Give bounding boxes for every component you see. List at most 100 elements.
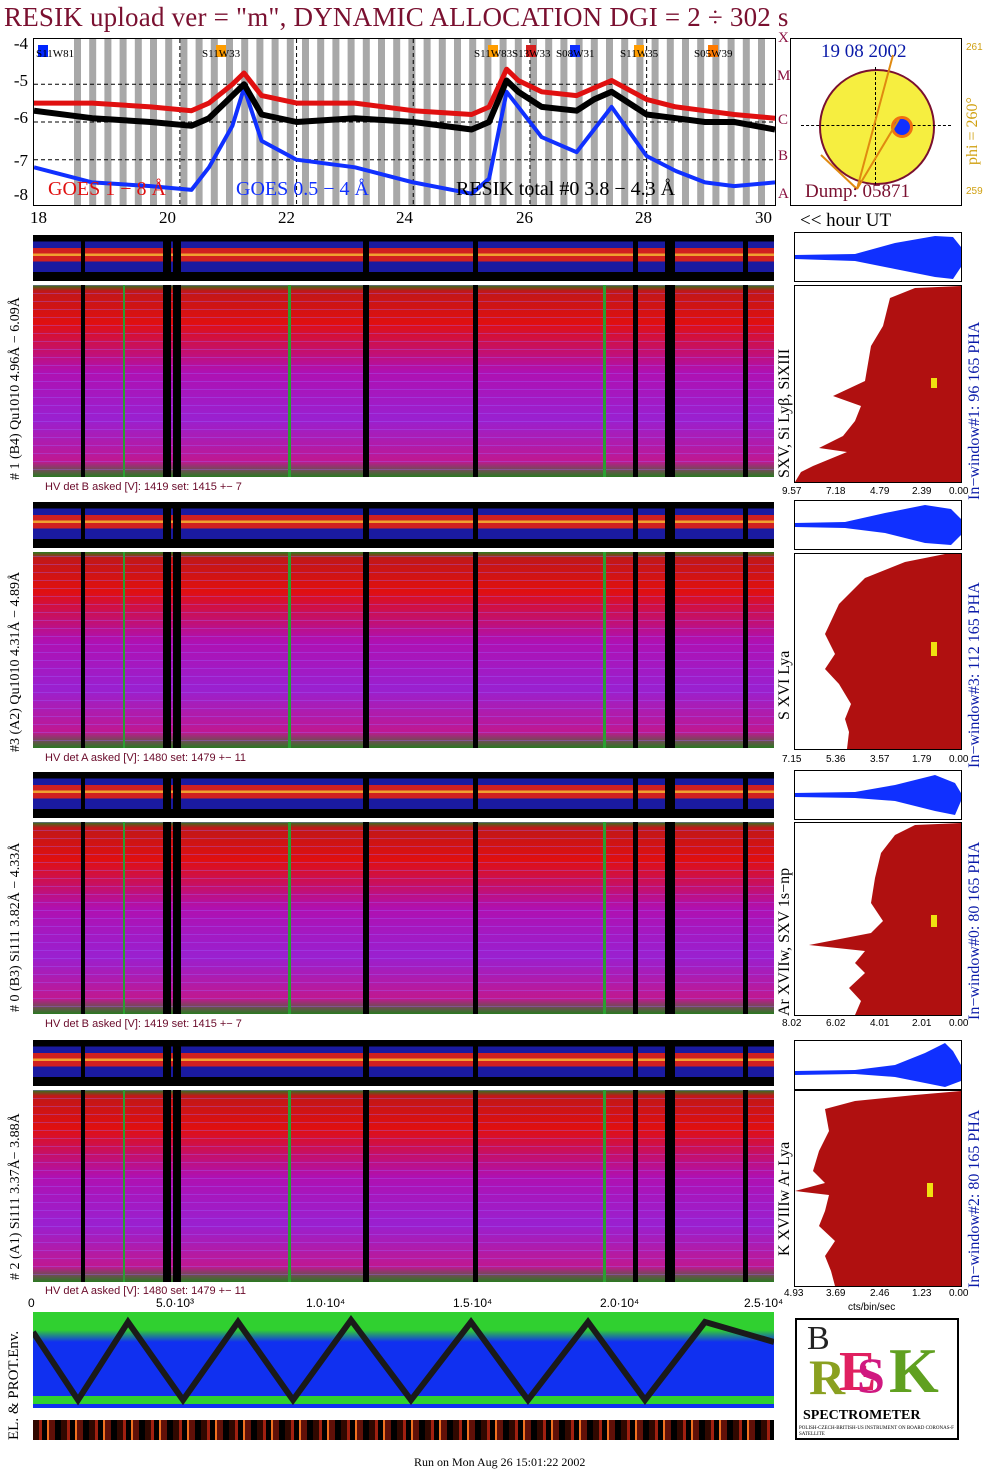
data-gap-bar — [173, 552, 181, 748]
data-gap-bar — [743, 502, 748, 548]
data-gap-bar — [363, 552, 369, 748]
data-gap-bar — [163, 285, 171, 477]
data-gap-bar — [473, 772, 478, 818]
x-tick: 0 — [28, 1296, 35, 1310]
env-panel — [33, 1312, 774, 1408]
series-goes-long — [34, 66, 775, 121]
data-gap-bar — [81, 285, 85, 477]
channel-3-window: In−window#3: 112 165 PHA — [966, 582, 983, 768]
x-tick: 4.01 — [870, 1018, 890, 1029]
data-gap-bar — [633, 502, 638, 548]
pha-histogram-shape — [795, 1043, 961, 1087]
channel-3-pha-histogram — [794, 500, 962, 550]
data-gap-bar — [665, 772, 675, 818]
flare-tag-marker — [488, 45, 498, 57]
gap-marker-bar — [603, 552, 606, 748]
channel-1-spectrogram — [33, 285, 774, 477]
channel-1-pha-histogram — [794, 232, 962, 282]
data-gap-bar — [173, 502, 181, 548]
channel-1-window: In−window#1: 96 165 PHA — [966, 321, 983, 500]
data-gap-bar — [473, 502, 478, 548]
pointing-arrows — [820, 54, 900, 190]
data-gap-bar — [173, 822, 181, 1014]
data-gap-bar — [743, 285, 748, 477]
env-color-strip — [33, 1420, 774, 1440]
gap-marker-bar — [603, 822, 606, 1014]
data-gap-bar — [81, 552, 85, 748]
hour-tick: 24 — [396, 208, 413, 227]
data-gap-bar — [743, 552, 748, 748]
y-tick-label: -5 — [13, 71, 28, 90]
cts-caption: cts/bin/sec — [848, 1302, 896, 1313]
channel-1-pha-strip — [33, 235, 774, 281]
channel-3-spectrogram — [33, 552, 774, 748]
hour-tick: 20 — [159, 208, 176, 227]
sun-phi: phi = 260° — [964, 97, 981, 165]
logo-e: E — [839, 1341, 877, 1403]
data-gap-bar — [81, 772, 85, 818]
night-stripe — [651, 39, 659, 205]
data-gap-bar — [633, 235, 638, 281]
data-gap-bar — [633, 552, 638, 748]
hour-tick: 18 — [30, 208, 47, 227]
data-gap-bar — [665, 822, 675, 1014]
x-tick: 4.93 — [784, 1288, 804, 1299]
channel-0-pha-strip — [33, 772, 774, 818]
gap-marker-bar — [603, 285, 606, 477]
channel-3-hv: HV det A asked [V]: 1480 set: 1479 +− 11 — [45, 752, 246, 764]
flare-tag-label: S13W33 — [512, 48, 551, 60]
series-goes-short — [34, 86, 775, 196]
hour-tick: 28 — [635, 208, 652, 227]
sun-hline — [801, 125, 951, 126]
channel-1-xticks: 9.57 7.18 4.79 2.39 0.00 — [782, 486, 972, 500]
x-tick: 1.5·10⁴ — [453, 1296, 493, 1310]
flare-tag-marker — [526, 45, 536, 57]
data-gap-bar — [363, 1040, 369, 1086]
gap-marker-bar — [288, 285, 291, 477]
flare-tag-marker — [570, 45, 580, 57]
goes-class-axis: X M C B A — [776, 30, 792, 210]
data-gap-bar — [163, 502, 171, 548]
flare-tag-marker — [634, 45, 644, 57]
flare-tag-marker — [216, 45, 226, 57]
data-gap-bar — [81, 235, 85, 281]
data-gap-bar — [173, 285, 181, 477]
data-gap-bar — [743, 772, 748, 818]
x-tick: 0.00 — [949, 486, 969, 497]
x-tick: 2.01 — [912, 1018, 932, 1029]
sun-panel: 19 08 2002 Dump: 05871 — [790, 38, 962, 206]
window-marker — [931, 642, 937, 656]
sun-date: 19 08 2002 — [821, 41, 907, 62]
channel-0-spectrum-profile — [794, 822, 962, 1016]
spectrum-profile-shape — [795, 1091, 961, 1286]
data-gap-bar — [173, 235, 181, 281]
data-gap-bar — [473, 285, 478, 477]
flare-tag-marker — [708, 45, 718, 57]
window-marker — [927, 1183, 933, 1197]
hour-tick: 26 — [516, 208, 533, 227]
data-gap-bar — [665, 235, 675, 281]
spectrum-profile-shape — [795, 286, 961, 482]
data-gap-bar — [743, 235, 748, 281]
data-gap-bar — [743, 1090, 748, 1282]
channel-0-window: In−window#0: 80 165 PHA — [966, 841, 983, 1020]
channel-0-hv: HV det B asked [V]: 1419 set: 1415 +− 7 — [45, 1018, 242, 1030]
x-tick: 3.69 — [826, 1288, 846, 1299]
night-stripe — [469, 39, 477, 205]
channel-1-spectrum-profile — [794, 285, 962, 483]
data-gap-bar — [665, 552, 675, 748]
channel-2-hv: HV det A asked [V]: 1480 set: 1479 +− 11 — [45, 1285, 246, 1297]
data-gap-bar — [173, 1090, 181, 1282]
channel-0-xticks: 8.02 6.02 4.01 2.01 0.00 — [782, 1018, 972, 1032]
x-tick: 6.02 — [826, 1018, 846, 1029]
data-gap-bar — [163, 235, 171, 281]
night-stripe — [575, 39, 583, 205]
data-gap-bar — [173, 772, 181, 818]
window-marker — [931, 915, 937, 927]
data-gap-bar — [363, 822, 369, 1014]
x-tick: 4.79 — [870, 486, 890, 497]
orbit-zigzag — [33, 1314, 774, 1406]
data-gap-bar — [363, 772, 369, 818]
gap-marker-bar — [123, 822, 125, 1014]
pha-histogram-shape — [795, 236, 961, 279]
